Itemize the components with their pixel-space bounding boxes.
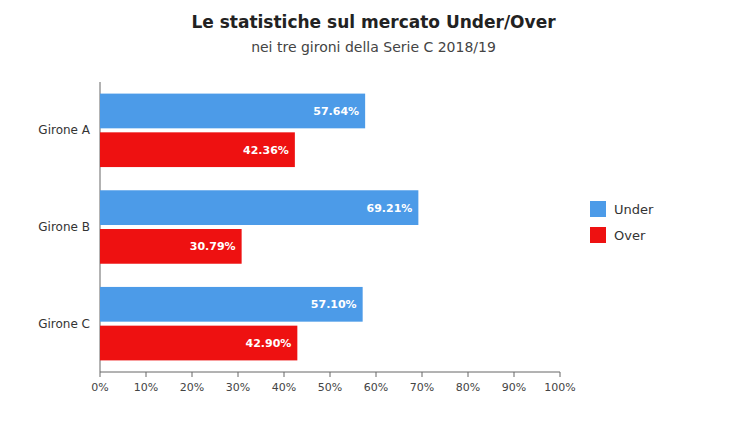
x-tick: [376, 372, 377, 377]
legend-swatch: [590, 201, 606, 217]
x-tick: [192, 372, 193, 377]
data-label: 30.79%: [190, 240, 236, 253]
category-label: Girone B: [38, 220, 90, 234]
x-tick-label: 10%: [134, 381, 158, 394]
title: Le statistiche sul mercato Under/Over: [191, 12, 556, 32]
chart-container: Le statistiche sul mercato Under/Over nei…: [0, 0, 747, 434]
x-tick: [100, 372, 101, 377]
x-tick-label: 20%: [180, 381, 204, 394]
bar: [100, 326, 297, 361]
x-axis: 0% 10% 20% 30% 40% 50% 60% 70% 80% 90% 100%: [91, 82, 575, 394]
x-tick: [238, 372, 239, 377]
y-axis: Girone A Girone B Girone C: [38, 123, 91, 330]
chart: Le statistiche sul mercato Under/Over nei…: [0, 0, 747, 434]
x-tick-label: 30%: [226, 381, 250, 394]
x-tick-label: 40%: [272, 381, 296, 394]
x-tick: [560, 372, 561, 377]
bar: [100, 229, 242, 264]
legend: Under Over: [590, 201, 654, 243]
x-tick: [330, 372, 331, 377]
data-label: 57.64%: [313, 105, 359, 118]
x-tick-label: 70%: [410, 381, 434, 394]
data-labels: 57.64% 42.36% 69.21% 30.79% 57.10% 42.90%: [190, 105, 413, 350]
category-label: Girone C: [38, 317, 90, 331]
x-tick-label: 0%: [91, 381, 108, 394]
x-tick: [284, 372, 285, 377]
data-label: 57.10%: [311, 298, 357, 311]
x-tick-label: 50%: [318, 381, 342, 394]
x-tick-label: 60%: [364, 381, 388, 394]
x-tick-label: 80%: [456, 381, 480, 394]
x-tick: [146, 372, 147, 377]
legend-label: Over: [614, 228, 646, 243]
category-label: Girone A: [38, 123, 90, 137]
x-tick-label: 90%: [502, 381, 526, 394]
legend-swatch: [590, 227, 606, 243]
bar: [100, 132, 295, 167]
x-tick: [422, 372, 423, 377]
bars: [100, 94, 418, 361]
subtitle: nei tre gironi della Serie C 2018/19: [251, 39, 496, 55]
data-label: 42.90%: [246, 337, 292, 350]
legend-label: Under: [614, 202, 654, 217]
x-tick: [514, 372, 515, 377]
bar: [100, 287, 363, 322]
bar: [100, 94, 365, 129]
x-axis-line: [100, 372, 560, 373]
data-label: 69.21%: [367, 202, 413, 215]
bar: [100, 190, 418, 225]
data-label: 42.36%: [243, 144, 289, 157]
x-tick-label: 100%: [544, 381, 575, 394]
x-tick: [468, 372, 469, 377]
